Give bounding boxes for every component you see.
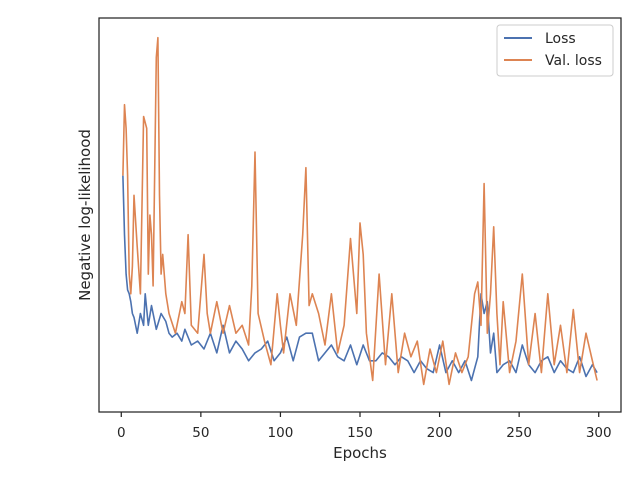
x-tick-label: 100 [268, 425, 294, 441]
series-line-val-loss [122, 36, 598, 386]
legend-label-val-loss: Val. loss [545, 53, 602, 69]
x-tick-label: 150 [347, 425, 373, 441]
x-tick-label: 250 [506, 425, 532, 441]
series-line-loss [122, 175, 598, 382]
x-tick-label: 200 [427, 425, 453, 441]
x-axis-label: Epochs [333, 444, 387, 462]
x-tick-label: 0 [117, 425, 126, 441]
x-tick-label: 50 [192, 425, 209, 441]
x-tick-label: 300 [586, 425, 612, 441]
plot-area [122, 36, 598, 386]
series-layer [122, 36, 598, 386]
legend-label-loss: Loss [545, 31, 576, 47]
legend: Loss Val. loss [496, 24, 614, 77]
y-axis-label: Negative log-likelihood [76, 129, 94, 301]
x-axis-ticks: 0 50 100 150 200 250 300 [117, 412, 612, 441]
